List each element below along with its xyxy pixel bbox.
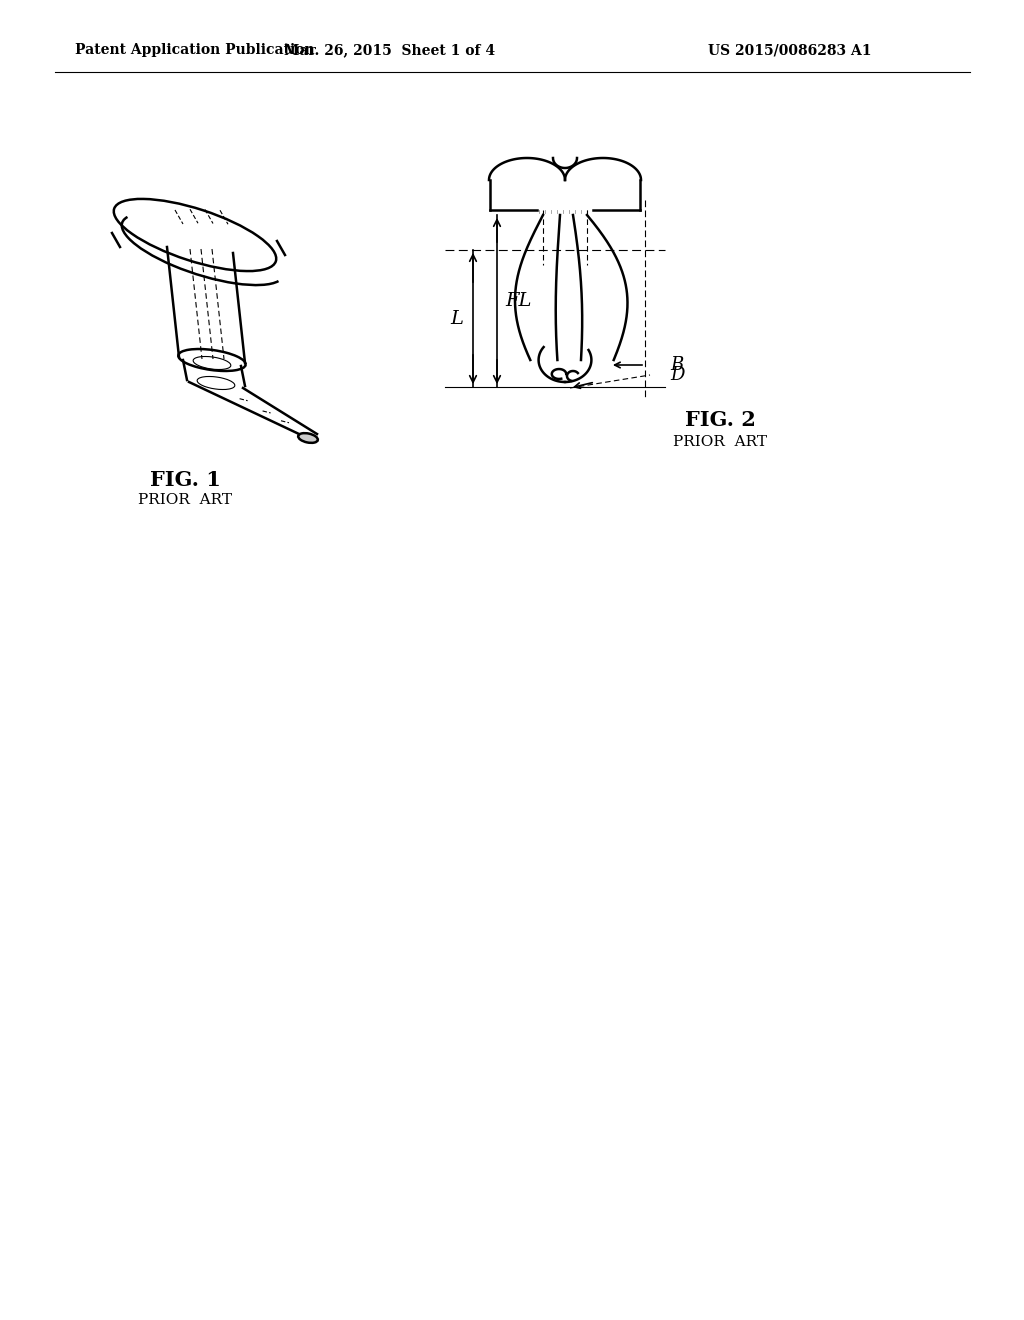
Text: PRIOR  ART: PRIOR ART	[673, 436, 767, 449]
Text: B: B	[670, 356, 683, 374]
Text: L: L	[450, 309, 463, 327]
Text: Mar. 26, 2015  Sheet 1 of 4: Mar. 26, 2015 Sheet 1 of 4	[285, 44, 496, 57]
Text: D: D	[670, 366, 684, 384]
Text: US 2015/0086283 A1: US 2015/0086283 A1	[709, 44, 871, 57]
Text: FL: FL	[505, 292, 531, 310]
Text: FIG. 1: FIG. 1	[150, 470, 220, 490]
Text: Patent Application Publication: Patent Application Publication	[75, 44, 314, 57]
Text: PRIOR  ART: PRIOR ART	[138, 492, 232, 507]
Ellipse shape	[298, 433, 317, 444]
Text: FIG. 2: FIG. 2	[685, 411, 756, 430]
